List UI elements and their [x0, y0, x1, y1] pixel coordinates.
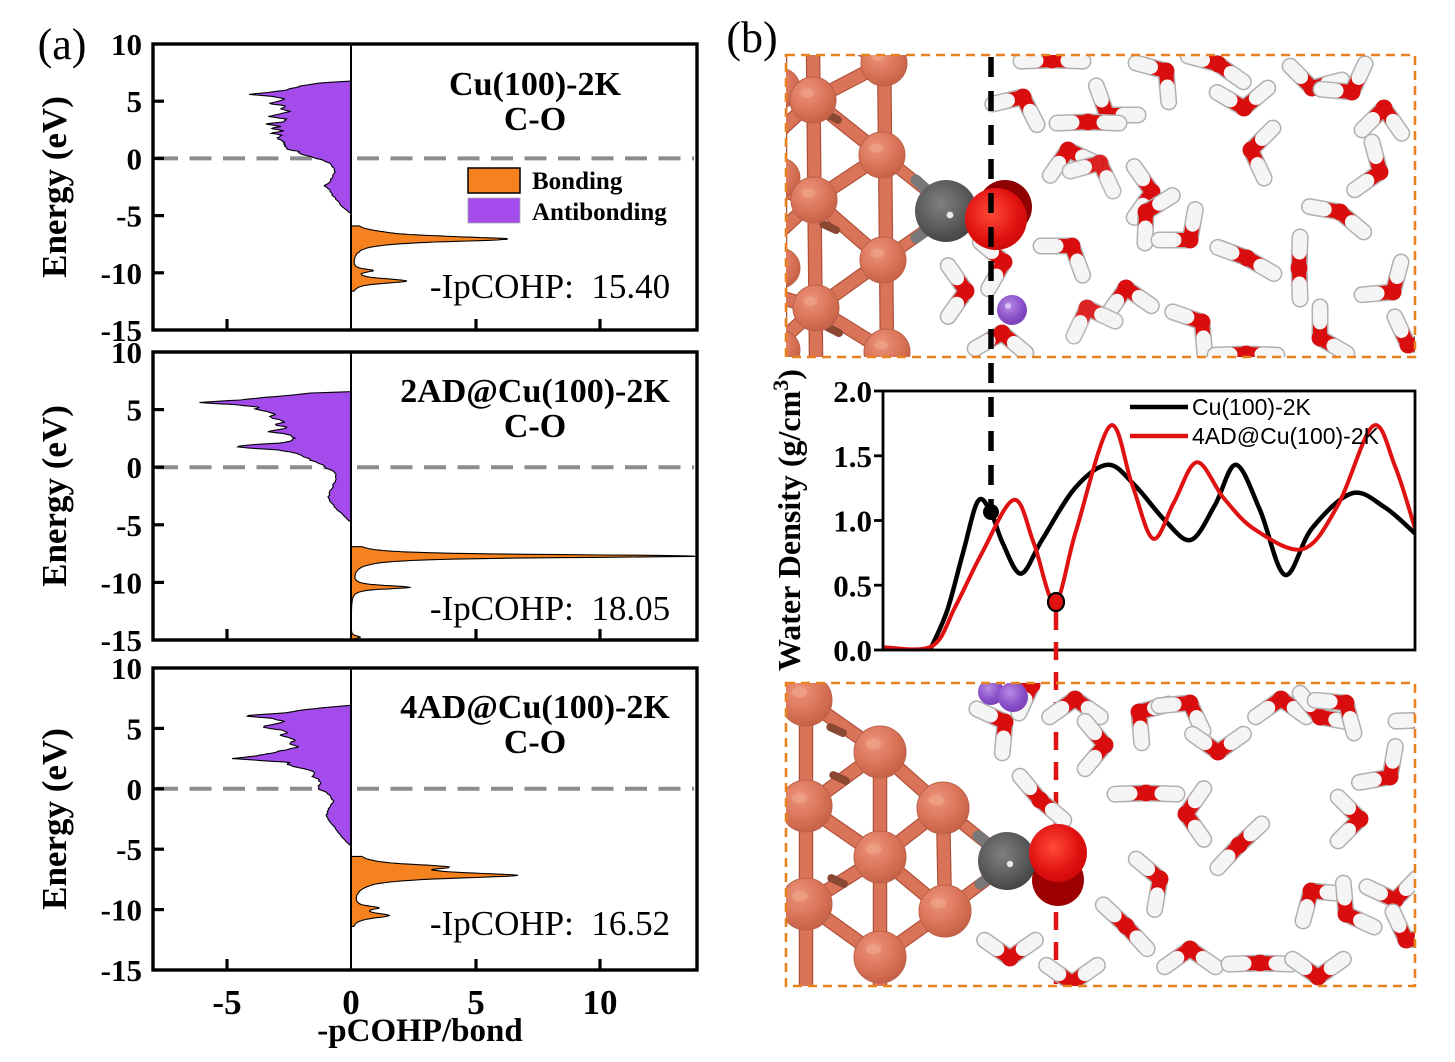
svg-text:1.5: 1.5: [833, 439, 872, 474]
svg-text:0: 0: [127, 772, 143, 807]
svg-text:4AD@Cu(100)-2K: 4AD@Cu(100)-2K: [400, 689, 670, 726]
svg-text:Bonding: Bonding: [532, 168, 623, 195]
svg-text:10: 10: [111, 651, 142, 686]
svg-text:1.0: 1.0: [833, 504, 872, 539]
svg-text:5: 5: [127, 393, 143, 428]
svg-text:-IpCOHP: 18.05: -IpCOHP: 18.05: [430, 589, 670, 628]
svg-text:-pCOHP/bond: -pCOHP/bond: [317, 1013, 522, 1049]
svg-text:4AD@Cu(100)-2K: 4AD@Cu(100)-2K: [1192, 423, 1380, 449]
svg-text:-IpCOHP: 15.40: -IpCOHP: 15.40: [430, 267, 670, 306]
svg-text:2AD@Cu(100)-2K: 2AD@Cu(100)-2K: [400, 373, 670, 410]
svg-text:-15: -15: [101, 953, 142, 988]
svg-text:Energy (eV): Energy (eV): [35, 728, 74, 910]
svg-text:-5: -5: [116, 508, 142, 543]
svg-text:-5: -5: [116, 832, 142, 867]
svg-text:Cu(100)-2K: Cu(100)-2K: [449, 66, 621, 103]
svg-text:-IpCOHP: 16.52: -IpCOHP: 16.52: [430, 904, 670, 943]
svg-text:2.0: 2.0: [833, 374, 872, 409]
svg-text:10: 10: [111, 335, 142, 370]
svg-text:5: 5: [127, 711, 143, 746]
svg-text:10: 10: [583, 983, 618, 1022]
svg-text:0: 0: [127, 141, 143, 176]
svg-text:Antibonding: Antibonding: [532, 199, 667, 226]
svg-text:C-O: C-O: [504, 101, 566, 138]
svg-text:0: 0: [127, 450, 143, 485]
svg-text:0.5: 0.5: [833, 568, 872, 603]
svg-text:Energy (eV): Energy (eV): [35, 96, 74, 278]
svg-text:Water Density (g/cm3): Water Density (g/cm3): [768, 369, 807, 671]
svg-text:0.0: 0.0: [833, 633, 872, 668]
svg-text:-5: -5: [116, 199, 142, 234]
svg-text:-10: -10: [101, 256, 142, 291]
svg-text:-10: -10: [101, 565, 142, 600]
svg-text:Energy (eV): Energy (eV): [35, 405, 74, 587]
svg-text:C-O: C-O: [504, 408, 566, 445]
svg-text:(b): (b): [726, 13, 777, 62]
svg-text:5: 5: [127, 84, 143, 119]
svg-text:Cu(100)-2K: Cu(100)-2K: [1192, 394, 1312, 420]
svg-text:C-O: C-O: [504, 724, 566, 761]
svg-text:10: 10: [111, 27, 142, 62]
svg-text:-5: -5: [212, 983, 241, 1022]
svg-text:-10: -10: [101, 893, 142, 928]
svg-text:(a): (a): [38, 20, 87, 69]
